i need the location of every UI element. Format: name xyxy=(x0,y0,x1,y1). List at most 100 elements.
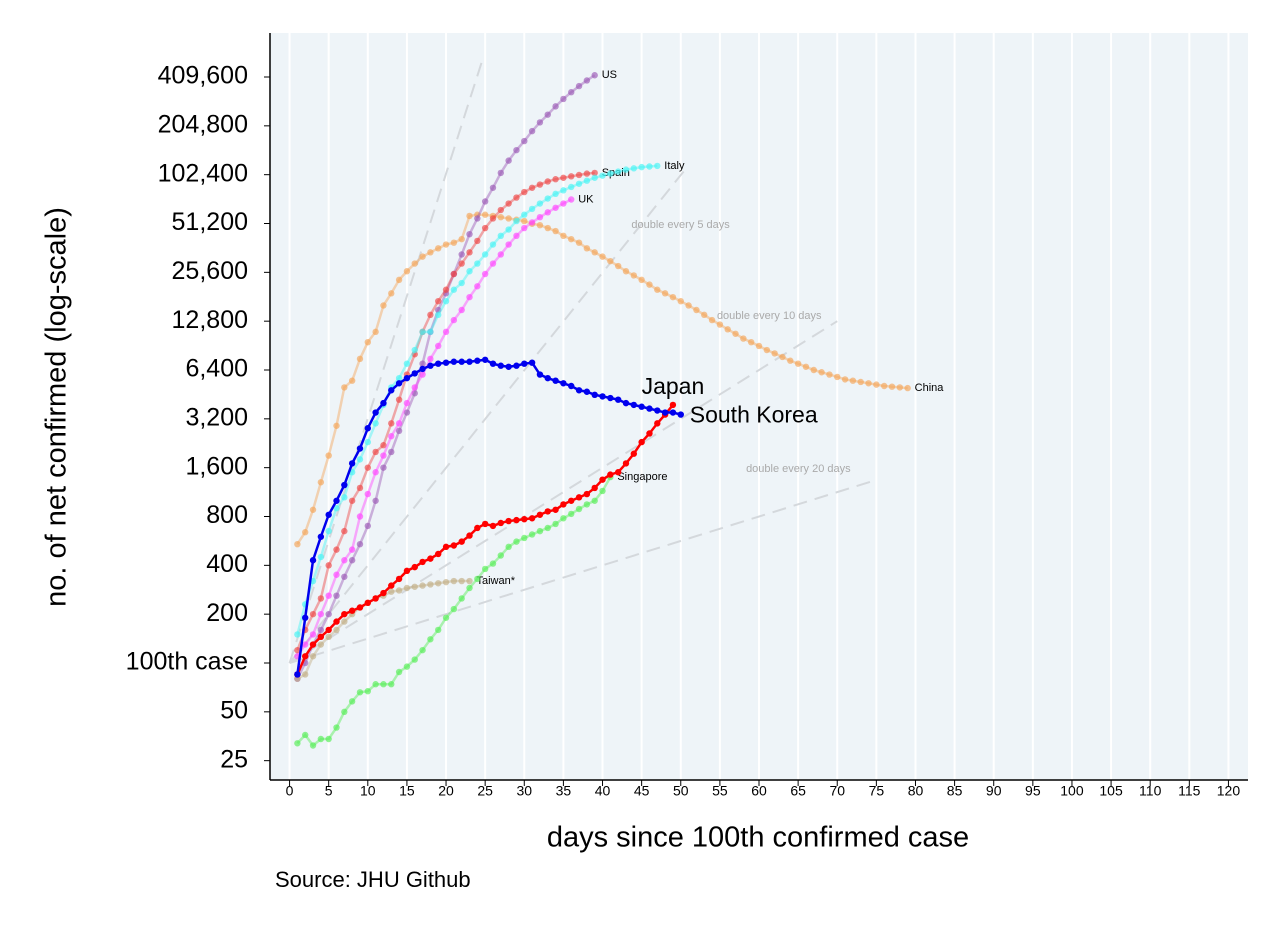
data-point xyxy=(435,245,442,252)
series-label: UK xyxy=(578,193,594,205)
data-point xyxy=(607,394,614,402)
data-point xyxy=(481,356,489,363)
data-point xyxy=(317,610,325,618)
data-point xyxy=(302,641,309,648)
data-point xyxy=(403,663,411,670)
data-point xyxy=(450,577,458,585)
data-point xyxy=(356,689,364,696)
x-tick-label: 30 xyxy=(516,783,532,799)
data-point xyxy=(309,641,317,648)
data-point xyxy=(403,268,411,275)
data-point xyxy=(458,358,465,365)
data-point xyxy=(333,626,340,634)
data-point xyxy=(614,168,622,175)
data-point xyxy=(771,350,778,357)
data-point xyxy=(435,550,442,558)
x-tick-label: 70 xyxy=(829,783,845,799)
data-point xyxy=(740,335,747,342)
data-point xyxy=(716,321,724,328)
x-tick-label: 20 xyxy=(438,783,454,799)
data-point xyxy=(442,297,450,305)
data-point xyxy=(552,176,559,183)
data-point xyxy=(536,200,544,207)
data-point xyxy=(810,366,817,374)
data-point xyxy=(333,592,340,599)
data-point xyxy=(599,487,606,495)
data-point xyxy=(552,377,559,384)
data-point xyxy=(489,215,497,222)
data-point xyxy=(325,527,332,535)
data-point xyxy=(505,215,512,222)
data-point xyxy=(458,595,465,602)
y-tick-label: 204,800 xyxy=(158,110,248,138)
data-point xyxy=(701,311,708,319)
data-point xyxy=(466,358,473,365)
data-point xyxy=(348,460,356,467)
data-point xyxy=(356,540,364,548)
data-point xyxy=(669,293,677,301)
data-point xyxy=(466,249,473,256)
data-point xyxy=(599,253,606,260)
data-point xyxy=(341,708,348,716)
data-point xyxy=(552,190,559,198)
data-point xyxy=(364,464,371,471)
data-point xyxy=(904,384,911,392)
data-point xyxy=(442,578,450,586)
data-point xyxy=(505,157,512,164)
data-point xyxy=(403,360,411,367)
data-point xyxy=(614,262,622,270)
x-tick-label: 95 xyxy=(1025,783,1041,799)
data-point xyxy=(544,374,551,382)
x-tick-label: 115 xyxy=(1178,783,1201,799)
data-point xyxy=(497,206,505,214)
data-point xyxy=(802,363,810,370)
data-point xyxy=(544,111,551,118)
data-point xyxy=(528,359,536,366)
data-point xyxy=(458,577,465,585)
x-tick-label: 80 xyxy=(908,783,924,799)
data-point xyxy=(873,381,880,388)
data-point xyxy=(348,607,356,614)
data-point xyxy=(380,302,387,309)
data-point xyxy=(333,505,340,512)
x-tick-label: 100 xyxy=(1060,783,1084,799)
data-point xyxy=(380,399,387,407)
data-point xyxy=(309,557,317,564)
data-point xyxy=(317,595,325,602)
data-point xyxy=(411,346,418,354)
data-point xyxy=(427,636,434,643)
x-tick-label: 10 xyxy=(360,783,376,799)
data-point xyxy=(395,380,403,387)
data-point xyxy=(388,588,395,595)
data-point xyxy=(341,557,348,564)
data-point xyxy=(630,272,638,279)
data-point xyxy=(521,211,528,218)
data-point xyxy=(591,484,598,492)
data-point xyxy=(654,162,661,170)
data-point xyxy=(591,169,598,177)
data-point xyxy=(458,235,465,243)
data-point xyxy=(513,194,520,201)
data-point xyxy=(544,178,551,185)
data-point xyxy=(450,286,458,293)
data-point xyxy=(442,241,450,248)
data-point xyxy=(521,224,528,232)
reference-line xyxy=(289,478,877,664)
data-point xyxy=(638,163,645,171)
data-point xyxy=(568,382,575,390)
data-point xyxy=(646,405,653,412)
data-point xyxy=(395,587,403,594)
data-point xyxy=(560,501,567,508)
data-point xyxy=(505,517,512,525)
data-point xyxy=(481,198,489,205)
data-point xyxy=(419,646,426,654)
data-point xyxy=(403,584,411,592)
data-point xyxy=(372,409,379,416)
data-point xyxy=(575,180,583,187)
data-point xyxy=(575,82,583,90)
data-point xyxy=(646,281,653,288)
y-tick-label: 3,200 xyxy=(185,403,248,431)
data-point xyxy=(513,217,520,225)
data-point xyxy=(544,508,551,515)
data-point xyxy=(622,399,630,407)
